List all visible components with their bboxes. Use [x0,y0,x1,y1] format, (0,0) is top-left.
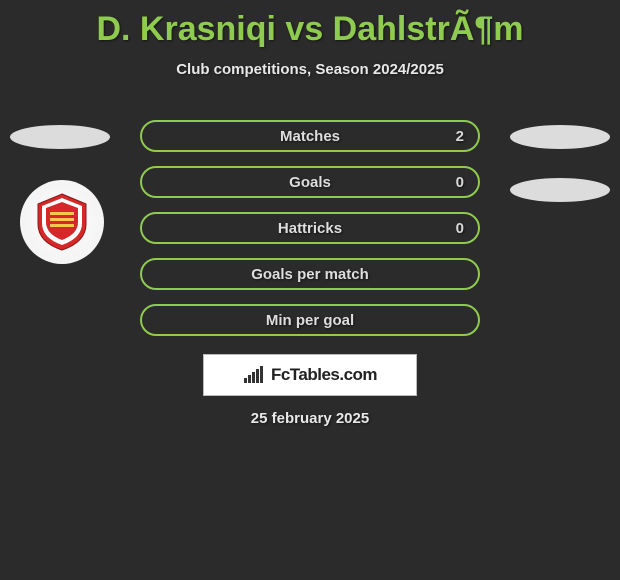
stat-label: Goals [289,174,331,191]
player2-placeholder-oval-2 [510,178,610,202]
brand-text: FcTables.com [271,365,377,385]
stat-value: 0 [456,174,464,191]
player1-club-badge [20,180,104,264]
page-title: D. Krasniqi vs DahlstrÃ¶m [0,0,620,49]
bar-chart-icon [243,366,265,384]
player1-placeholder-oval [10,125,110,149]
kalmar-ff-logo-icon [30,190,94,254]
stats-list: Matches 2 Goals 0 Hattricks 0 Goals per … [140,120,480,350]
stat-label: Min per goal [266,312,354,329]
stat-row-goals: Goals 0 [140,166,480,198]
stat-row-hattricks: Hattricks 0 [140,212,480,244]
page-subtitle: Club competitions, Season 2024/2025 [0,61,620,78]
player2-placeholder-oval-1 [510,125,610,149]
stat-value: 2 [456,128,464,145]
stat-row-min-per-goal: Min per goal [140,304,480,336]
stat-label: Matches [280,128,340,145]
stat-label: Goals per match [251,266,369,283]
stat-row-goals-per-match: Goals per match [140,258,480,290]
brand-box[interactable]: FcTables.com [203,354,417,396]
stat-row-matches: Matches 2 [140,120,480,152]
footer-date: 25 february 2025 [0,410,620,427]
stat-value: 0 [456,220,464,237]
stat-label: Hattricks [278,220,342,237]
